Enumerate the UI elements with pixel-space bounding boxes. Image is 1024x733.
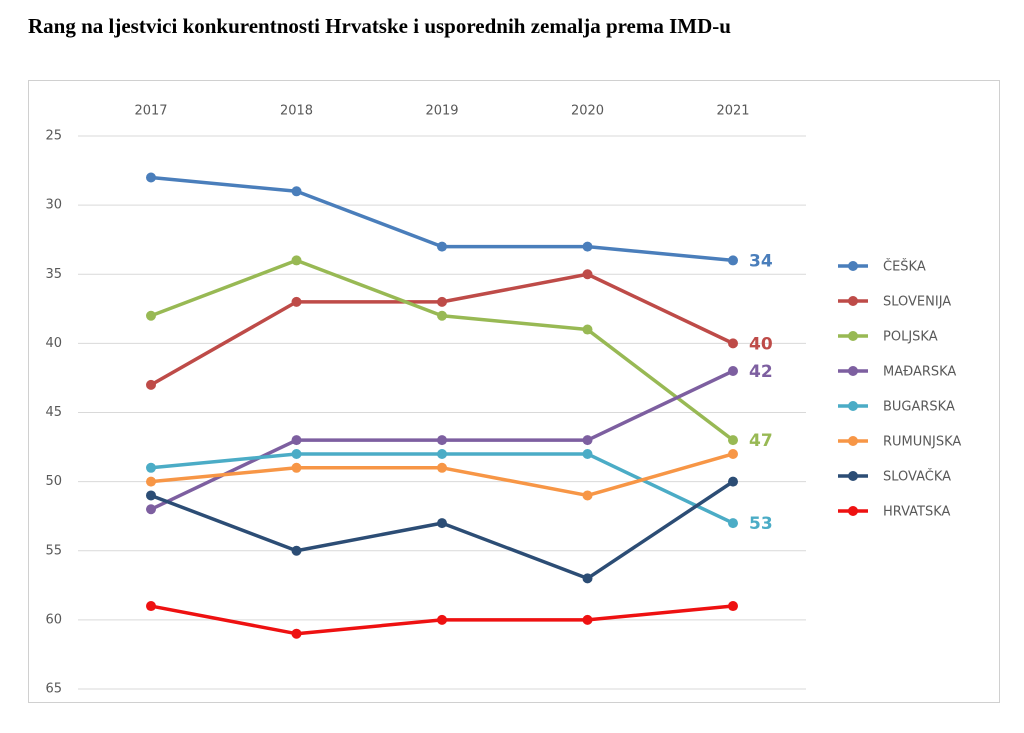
legend-marker <box>848 401 858 411</box>
y-tick-label: 25 <box>45 129 62 144</box>
point <box>437 462 447 473</box>
data-label: 47 <box>749 431 773 451</box>
y-tick-label: 35 <box>45 267 62 282</box>
point <box>291 628 302 639</box>
legend-marker <box>848 436 858 446</box>
point <box>291 462 302 473</box>
point <box>291 255 302 266</box>
legend-label: SLOVAČKA <box>883 469 951 485</box>
point <box>437 518 447 529</box>
data-label: 53 <box>749 514 773 534</box>
point <box>146 172 156 183</box>
y-tick-label: 45 <box>45 405 62 420</box>
series-line <box>150 272 734 387</box>
point <box>728 448 738 459</box>
point <box>437 310 447 321</box>
point <box>146 504 156 515</box>
y-tick-label: 50 <box>45 474 62 489</box>
legend-marker <box>848 331 858 341</box>
point <box>437 448 447 459</box>
point <box>582 241 593 252</box>
legend-label: BUGARSKA <box>883 400 955 415</box>
point <box>291 448 302 459</box>
chart-frame <box>28 80 1000 703</box>
legend-marker <box>848 261 858 271</box>
point <box>728 476 738 487</box>
y-tick-label: 60 <box>45 612 62 627</box>
point <box>728 366 738 377</box>
legend-marker <box>848 506 858 516</box>
point <box>728 601 738 612</box>
x-tick-label: 2019 <box>425 104 458 119</box>
legend-label: RUMUNJSKA <box>883 435 961 450</box>
legend-label: SLOVENIJA <box>883 295 951 310</box>
point <box>146 601 156 612</box>
point <box>582 614 593 625</box>
point <box>291 545 302 556</box>
legend-label: POLJSKA <box>883 330 938 345</box>
point <box>582 448 593 459</box>
point <box>728 518 738 529</box>
y-tick-label: 40 <box>45 336 62 351</box>
point <box>437 296 447 307</box>
data-label: 40 <box>749 334 773 354</box>
y-tick-label: 65 <box>45 682 62 697</box>
point <box>582 435 593 446</box>
point <box>146 379 156 390</box>
point <box>146 462 156 473</box>
point <box>582 573 593 584</box>
point <box>437 241 447 252</box>
point <box>728 255 738 266</box>
x-tick-label: 2017 <box>134 104 167 119</box>
point <box>728 435 738 446</box>
point <box>146 490 156 501</box>
x-tick-label: 2018 <box>280 104 313 119</box>
point <box>582 324 593 335</box>
legend-marker <box>848 471 858 481</box>
x-tick-label: 2021 <box>716 104 749 119</box>
point <box>728 338 738 349</box>
legend-label: MAĐARSKA <box>883 365 956 380</box>
legend-label: ČEŠKA <box>883 259 926 275</box>
point <box>146 476 156 487</box>
x-tick-label: 2020 <box>571 104 604 119</box>
legend-marker <box>848 296 858 306</box>
point <box>146 310 156 321</box>
y-tick-label: 55 <box>45 543 62 558</box>
point <box>437 614 447 625</box>
legend-label: HRVATSKA <box>883 505 951 520</box>
point <box>291 435 302 446</box>
series-line <box>150 480 734 581</box>
point <box>291 186 302 197</box>
chart-title: Rang na ljestvici konkurentnosti Hrvatsk… <box>28 14 731 38</box>
point <box>582 269 593 280</box>
y-tick-label: 30 <box>45 198 62 213</box>
point <box>582 490 593 501</box>
data-label: 34 <box>749 251 773 271</box>
point <box>291 296 302 307</box>
point <box>437 435 447 446</box>
data-label: 42 <box>749 362 773 382</box>
legend-marker <box>848 366 858 376</box>
